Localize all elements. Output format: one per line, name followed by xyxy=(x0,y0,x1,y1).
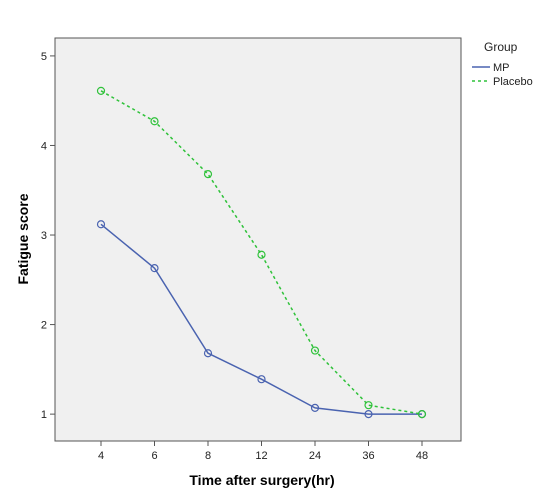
series-line-mp xyxy=(100,223,422,415)
x-tick-label-12: 12 xyxy=(255,450,267,462)
legend-label-placebo: Placebo xyxy=(493,76,533,88)
legend: Group MP Placebo xyxy=(472,40,533,88)
y-tick-label-5: 5 xyxy=(41,51,47,63)
point-mp-8 xyxy=(203,349,213,358)
legend-title: Group xyxy=(484,40,518,54)
point-mp-6 xyxy=(150,264,159,273)
legend-label-mp: MP xyxy=(493,62,510,74)
x-tick-label-4: 4 xyxy=(98,450,104,462)
point-placebo-36 xyxy=(364,401,373,410)
plot-area xyxy=(54,37,462,442)
y-axis-title: Fatigue score xyxy=(15,193,31,284)
x-tick-label-6: 6 xyxy=(151,450,157,462)
x-axis: 4 6 8 12 24 36 48 xyxy=(98,441,428,462)
x-tick-label-36: 36 xyxy=(362,450,374,462)
y-tick-label-4: 4 xyxy=(41,140,47,152)
point-placebo-24 xyxy=(310,346,320,355)
point-placebo-12 xyxy=(257,250,266,259)
point-mp-36 xyxy=(364,410,373,419)
point-placebo-48 xyxy=(417,410,427,419)
x-tick-label-8: 8 xyxy=(205,450,211,462)
y-tick-label-1: 1 xyxy=(41,409,47,421)
point-placebo-8 xyxy=(203,170,213,179)
y-tick-label-3: 3 xyxy=(41,230,47,242)
point-placebo-4 xyxy=(96,86,106,95)
y-tick-label-2: 2 xyxy=(41,320,47,332)
series-line-placebo xyxy=(100,90,423,415)
y-axis: 1 2 3 4 5 xyxy=(41,51,55,421)
x-tick-label-48: 48 xyxy=(416,450,428,462)
point-mp-12 xyxy=(257,375,266,384)
series-layer xyxy=(96,86,427,419)
point-mp-24 xyxy=(310,403,320,412)
point-mp-4 xyxy=(96,220,106,229)
x-axis-title: Time after surgery(hr) xyxy=(189,472,334,488)
point-placebo-6 xyxy=(150,117,159,126)
x-tick-label-24: 24 xyxy=(309,450,321,462)
